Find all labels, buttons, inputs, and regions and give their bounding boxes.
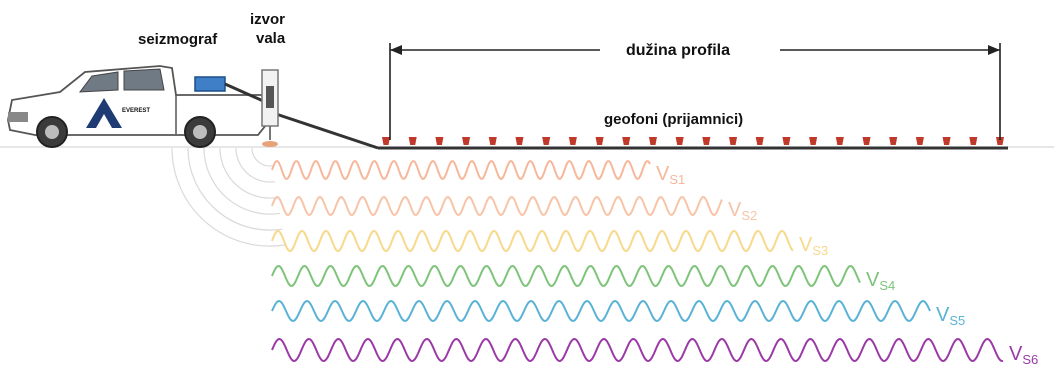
geophone-icon bbox=[755, 137, 764, 145]
geophone-icon bbox=[568, 137, 577, 145]
wave-s2 bbox=[271, 195, 723, 217]
wave-s1 bbox=[271, 159, 651, 181]
geophone-icon bbox=[996, 137, 1004, 145]
geophone-icon bbox=[462, 137, 471, 145]
wave-s4 bbox=[271, 265, 861, 287]
geophone-icon bbox=[648, 137, 657, 145]
geophone-icon bbox=[915, 137, 924, 145]
seismograph-icon bbox=[194, 76, 226, 92]
source-label-line2: vala bbox=[256, 30, 286, 47]
geophone-icon bbox=[702, 137, 711, 145]
geophone-icon bbox=[835, 137, 844, 145]
geophone-icon bbox=[942, 137, 951, 145]
wave-label-s6: VS6 bbox=[1009, 343, 1038, 367]
geophone-icon bbox=[408, 137, 417, 145]
truck-icon bbox=[7, 65, 267, 148]
geophone-icon bbox=[515, 137, 524, 145]
geophones bbox=[382, 137, 1004, 145]
geophone-icon bbox=[435, 137, 444, 145]
geophone-icon bbox=[488, 137, 497, 145]
profile-length-arrow bbox=[389, 43, 1001, 140]
geophone-icon bbox=[782, 137, 791, 145]
wave-label-s4: VS4 bbox=[866, 269, 895, 293]
wave-s3 bbox=[271, 229, 794, 253]
geophone-icon bbox=[969, 137, 978, 145]
truck-logo-text: EVEREST bbox=[122, 108, 150, 114]
geophone-icon bbox=[542, 137, 551, 145]
geophone-icon bbox=[595, 137, 604, 145]
geophone-icon bbox=[622, 137, 631, 145]
geophone-icon bbox=[675, 137, 684, 145]
profile-length-label: dužina profila bbox=[626, 42, 730, 59]
wave-source-icon bbox=[261, 69, 279, 147]
wave-s5 bbox=[271, 299, 931, 323]
geophone-icon bbox=[809, 137, 818, 145]
seismograph-label: seizmograf bbox=[138, 31, 218, 48]
wave-label-s1: VS1 bbox=[656, 163, 685, 187]
geophone-icon bbox=[862, 137, 871, 145]
wave-label-s3: VS3 bbox=[799, 234, 828, 258]
source-ripples bbox=[171, 147, 285, 247]
source-label-line1: izvor bbox=[250, 11, 285, 28]
geophone-icon bbox=[382, 137, 390, 145]
geophones-label: geofoni (prijamnici) bbox=[604, 111, 743, 128]
wave-s6 bbox=[271, 337, 1004, 363]
wave-label-s2: VS2 bbox=[728, 199, 757, 223]
wave-label-s5: VS5 bbox=[936, 304, 965, 328]
geophone-icon bbox=[889, 137, 898, 145]
shear-waves: VS1 VS2 VS3 VS4 VS5 VS6 bbox=[271, 159, 1038, 367]
geophone-icon bbox=[729, 137, 738, 145]
